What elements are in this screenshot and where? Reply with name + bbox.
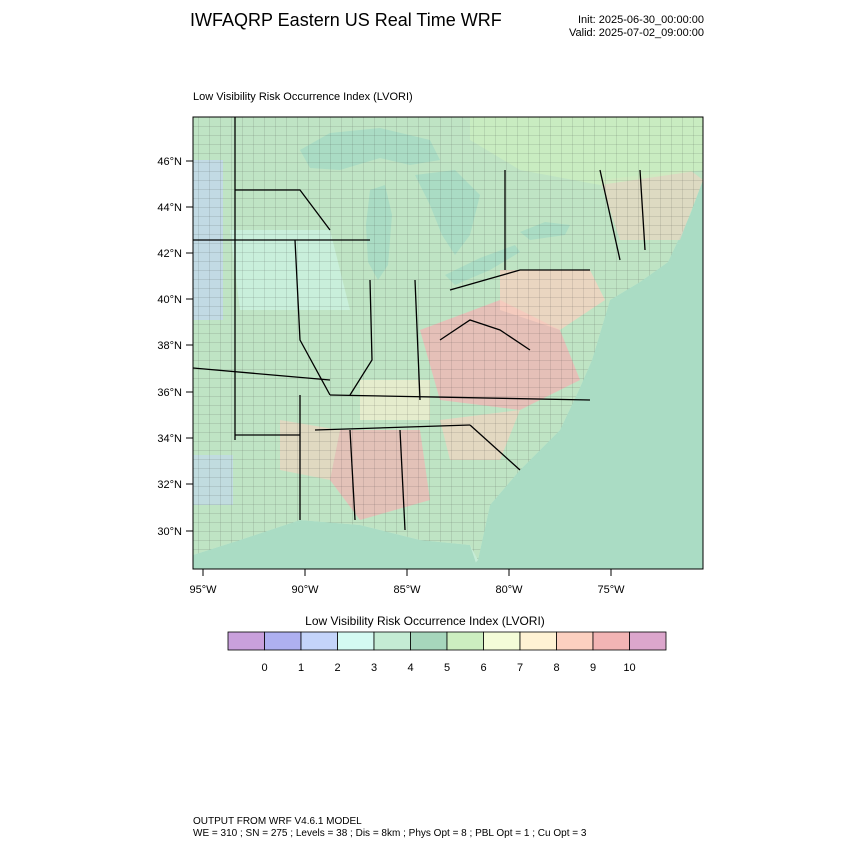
colorbar-swatch [446,631,484,651]
lon-tick: 85°W [393,569,421,596]
colorbar-swatch [337,631,375,651]
colorbar-label: 9 [590,662,596,674]
longitude-axis: 95°W 90°W 85°W 80°W 75°W [189,569,625,596]
lat-tick-label: 46°N [157,156,182,168]
lat-tick: 46°N [157,156,193,168]
lon-tick-label: 85°W [393,584,421,596]
lon-tick-label: 80°W [495,584,523,596]
init-time-label: Init: 2025-06-30_00:00:00 [578,14,704,26]
colorbar-swatch [227,631,265,651]
lat-tick: 38°N [157,340,193,352]
lon-tick-label: 90°W [291,584,319,596]
lon-tick-label: 75°W [597,584,625,596]
colorbar: 0 1 2 3 4 5 6 7 8 9 10 [227,631,667,674]
lat-tick: 44°N [157,202,193,214]
colorbar-label: 8 [553,662,559,674]
lat-tick-label: 44°N [157,202,182,214]
colorbar-swatch [592,631,630,651]
colorbar-swatch [556,631,594,651]
lat-tick: 40°N [157,294,193,306]
colorbar-label: 7 [517,662,523,674]
valid-time-label: Valid: 2025-07-02_09:00:00 [569,27,704,39]
county-boundaries [193,117,703,560]
colorbar-label: 5 [444,662,450,674]
lon-tick: 95°W [189,569,217,596]
lat-tick-label: 30°N [157,526,182,538]
lon-tick: 75°W [597,569,625,596]
colorbar-label: 0 [261,662,267,674]
lat-tick-label: 42°N [157,248,182,260]
plot-title: Low Visibility Risk Occurrence Index (LV… [193,91,413,103]
colorbar-label: 3 [371,662,377,674]
lat-tick: 36°N [157,387,193,399]
lat-tick-label: 34°N [157,433,182,445]
colorbar-swatch [373,631,411,651]
atlantic-ocean [470,180,703,569]
colorbar-label: 10 [623,662,635,674]
lat-tick-label: 36°N [157,387,182,399]
map-panel [193,117,703,569]
lat-tick-label: 32°N [157,479,182,491]
lat-tick: 30°N [157,526,193,538]
footer-config-line: WE = 310 ; SN = 275 ; Levels = 38 ; Dis … [193,828,587,839]
state-boundaries [193,117,646,531]
lat-tick-label: 40°N [157,294,182,306]
colorbar-label: 2 [334,662,340,674]
lon-tick: 90°W [291,569,319,596]
colorbar-swatch [264,631,302,651]
lat-tick: 34°N [157,433,193,445]
lat-tick-label: 38°N [157,340,182,352]
lat-tick: 32°N [157,479,193,491]
colorbar-label: 4 [407,662,413,674]
colorbar-swatch [300,631,338,651]
map-frame [192,116,704,570]
colorbar-label: 6 [480,662,486,674]
colorbar-label: 1 [298,662,304,674]
colorbar-swatch [483,631,521,651]
colorbar-swatch [519,631,557,651]
gulf-of-mexico [193,520,478,569]
lon-tick-label: 95°W [189,584,217,596]
footer-model-line: OUTPUT FROM WRF V4.6.1 MODEL [193,816,362,827]
lon-tick: 80°W [495,569,523,596]
main-title: IWFAQRP Eastern US Real Time WRF [190,10,502,30]
colorbar-swatch [410,631,448,651]
colorbar-title: Low Visibility Risk Occurrence Index (LV… [305,614,545,628]
lat-tick: 42°N [157,248,193,260]
colorbar-swatch [629,631,667,651]
latitude-axis: 30°N 32°N 34°N 36°N 38°N 40°N 42°N 44°N … [157,156,193,538]
